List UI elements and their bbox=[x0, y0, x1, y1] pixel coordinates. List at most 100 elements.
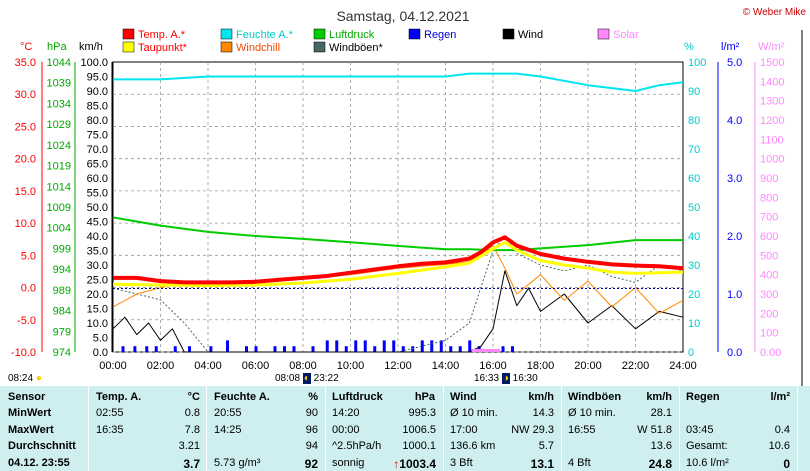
rain-bar bbox=[458, 346, 462, 352]
col-gust-header: Windböen bbox=[568, 391, 622, 403]
rain-bar bbox=[121, 346, 125, 352]
solar-tick: 1300 bbox=[760, 96, 784, 108]
rain-bar bbox=[273, 346, 277, 352]
humidity-unit-label: % bbox=[684, 41, 694, 53]
solar-bar bbox=[471, 349, 501, 352]
rain-bar bbox=[420, 340, 424, 352]
time-tick: 04:00 bbox=[194, 360, 222, 372]
cell-time: 00:00 bbox=[332, 423, 360, 436]
cell-value: 94 bbox=[305, 440, 318, 452]
rain-bar bbox=[468, 340, 472, 352]
cell-value: 1006.5 bbox=[402, 423, 436, 436]
rain-tick: 5.0 bbox=[727, 57, 742, 69]
solar-tick: 1200 bbox=[760, 115, 784, 127]
solar-tick: 300 bbox=[760, 289, 778, 301]
cell-time: Ø 10 min. bbox=[450, 407, 498, 419]
wind-tick: 10.0 bbox=[87, 318, 108, 330]
cell-time: 136.6 km bbox=[450, 440, 496, 452]
wind-tick: 0.0 bbox=[93, 347, 108, 359]
wind-tick: 20.0 bbox=[87, 289, 108, 301]
rain-bar bbox=[382, 340, 386, 352]
legend-label: Regen bbox=[424, 29, 456, 41]
chart-legend: Temp. A.* Feuchte A.* Luftdruck Regen Wind So… bbox=[122, 28, 639, 54]
humidity-tick: 80 bbox=[688, 115, 700, 127]
legend-label: Temp. A.* bbox=[138, 29, 186, 41]
chart-title: Samstag, 04.12.2021 bbox=[336, 8, 469, 24]
rain-tick: 1.0 bbox=[727, 289, 742, 301]
rain-unit-label: l/m² bbox=[721, 41, 740, 53]
time-tick: 10:00 bbox=[337, 360, 365, 372]
solar-tick: 700 bbox=[760, 212, 778, 224]
wind-tick: 95.0 bbox=[87, 72, 108, 84]
solar-unit-label: W/m² bbox=[758, 41, 785, 53]
temp-unit-label: °C bbox=[20, 41, 32, 53]
humidity-tick: 40 bbox=[688, 231, 700, 243]
humidity-tick: 30 bbox=[688, 260, 700, 272]
cell-value: 7.8 bbox=[184, 423, 200, 436]
wind-tick: 70.0 bbox=[87, 144, 108, 156]
rain-bar bbox=[501, 346, 505, 352]
pressure-tick: 1004 bbox=[47, 223, 71, 235]
cell-value: ↑1003.4 bbox=[393, 456, 436, 471]
cell-value: 0.4 bbox=[774, 423, 790, 436]
cell-time: ^2.5hPa/h bbox=[332, 440, 382, 452]
rain-bar bbox=[254, 346, 258, 352]
legend-swatch bbox=[122, 28, 135, 40]
legend-label: Feuchte A.* bbox=[236, 29, 294, 41]
noon-label: 23:22 bbox=[313, 373, 339, 384]
rain-bar bbox=[439, 340, 443, 352]
legend-swatch bbox=[220, 41, 233, 53]
sun-icon: ● bbox=[35, 373, 42, 384]
temp-tick: 30.0 bbox=[15, 89, 36, 101]
solar-tick: 1100 bbox=[760, 134, 784, 146]
rain-bar bbox=[511, 346, 514, 352]
cell-value: 0.8 bbox=[184, 407, 200, 419]
temp-tick: -10.0 bbox=[11, 347, 36, 359]
sunset-label: 16:33 bbox=[474, 373, 500, 384]
weather-chart: Samstag, 04.12.2021 © Weber Mike Temp. A… bbox=[11, 7, 806, 386]
time-tick: 20:00 bbox=[574, 360, 602, 372]
civil-dawn-time: 08:08 ◐ 23:22 bbox=[275, 373, 339, 384]
cell-value: 0 bbox=[783, 456, 790, 471]
cell-time: 17:00 bbox=[450, 423, 478, 436]
pressure-tick: 974 bbox=[53, 347, 71, 359]
legend-label: Windböen* bbox=[329, 42, 384, 54]
time-tick: 00:00 bbox=[99, 360, 127, 372]
series-line-tempa bbox=[113, 235, 684, 285]
row-label: 04.12. 23:55 bbox=[8, 456, 70, 469]
time-tick: 16:00 bbox=[479, 360, 507, 372]
legend-swatch bbox=[313, 28, 326, 40]
pressure-tick: 994 bbox=[53, 264, 71, 276]
wind-tick: 5.0 bbox=[93, 333, 108, 345]
rain-bar bbox=[449, 346, 453, 352]
pressure-tick: 989 bbox=[53, 285, 71, 297]
temp-tick: 0.0 bbox=[21, 283, 36, 295]
data-series bbox=[112, 72, 684, 353]
cell-time: 3 Bft bbox=[450, 456, 473, 469]
rain-bar bbox=[133, 346, 137, 352]
rain-bar bbox=[363, 340, 367, 352]
wind-tick: 50.0 bbox=[87, 202, 108, 214]
cell-value: 995.3 bbox=[408, 407, 436, 419]
civil-dusk-label: 16:30 bbox=[512, 373, 538, 384]
wind-tick: 90.0 bbox=[87, 86, 108, 98]
rain-tick: 0.0 bbox=[727, 347, 742, 359]
cell-value: 3.21 bbox=[178, 440, 200, 452]
wind-tick: 45.0 bbox=[87, 217, 108, 229]
col-rain-header: Regen bbox=[686, 391, 720, 403]
rain-bar bbox=[373, 346, 377, 352]
cell-value: 96 bbox=[305, 423, 318, 436]
solar-tick: 600 bbox=[760, 231, 778, 243]
solar-tick: 1000 bbox=[760, 154, 784, 166]
rain-bar bbox=[173, 346, 177, 352]
rain-bar bbox=[245, 346, 248, 352]
solar-tick: 200 bbox=[760, 308, 778, 320]
pressure-unit-label: hPa bbox=[47, 41, 67, 53]
series-line-windben bbox=[112, 235, 684, 353]
col-humidity-unit: % bbox=[308, 391, 318, 403]
legend-label: Windchill bbox=[236, 42, 280, 54]
pressure-tick: 1039 bbox=[47, 78, 71, 90]
legend-swatch bbox=[220, 28, 233, 40]
humidity-tick: 50 bbox=[688, 202, 700, 214]
humidity-tick: 20 bbox=[688, 289, 700, 301]
